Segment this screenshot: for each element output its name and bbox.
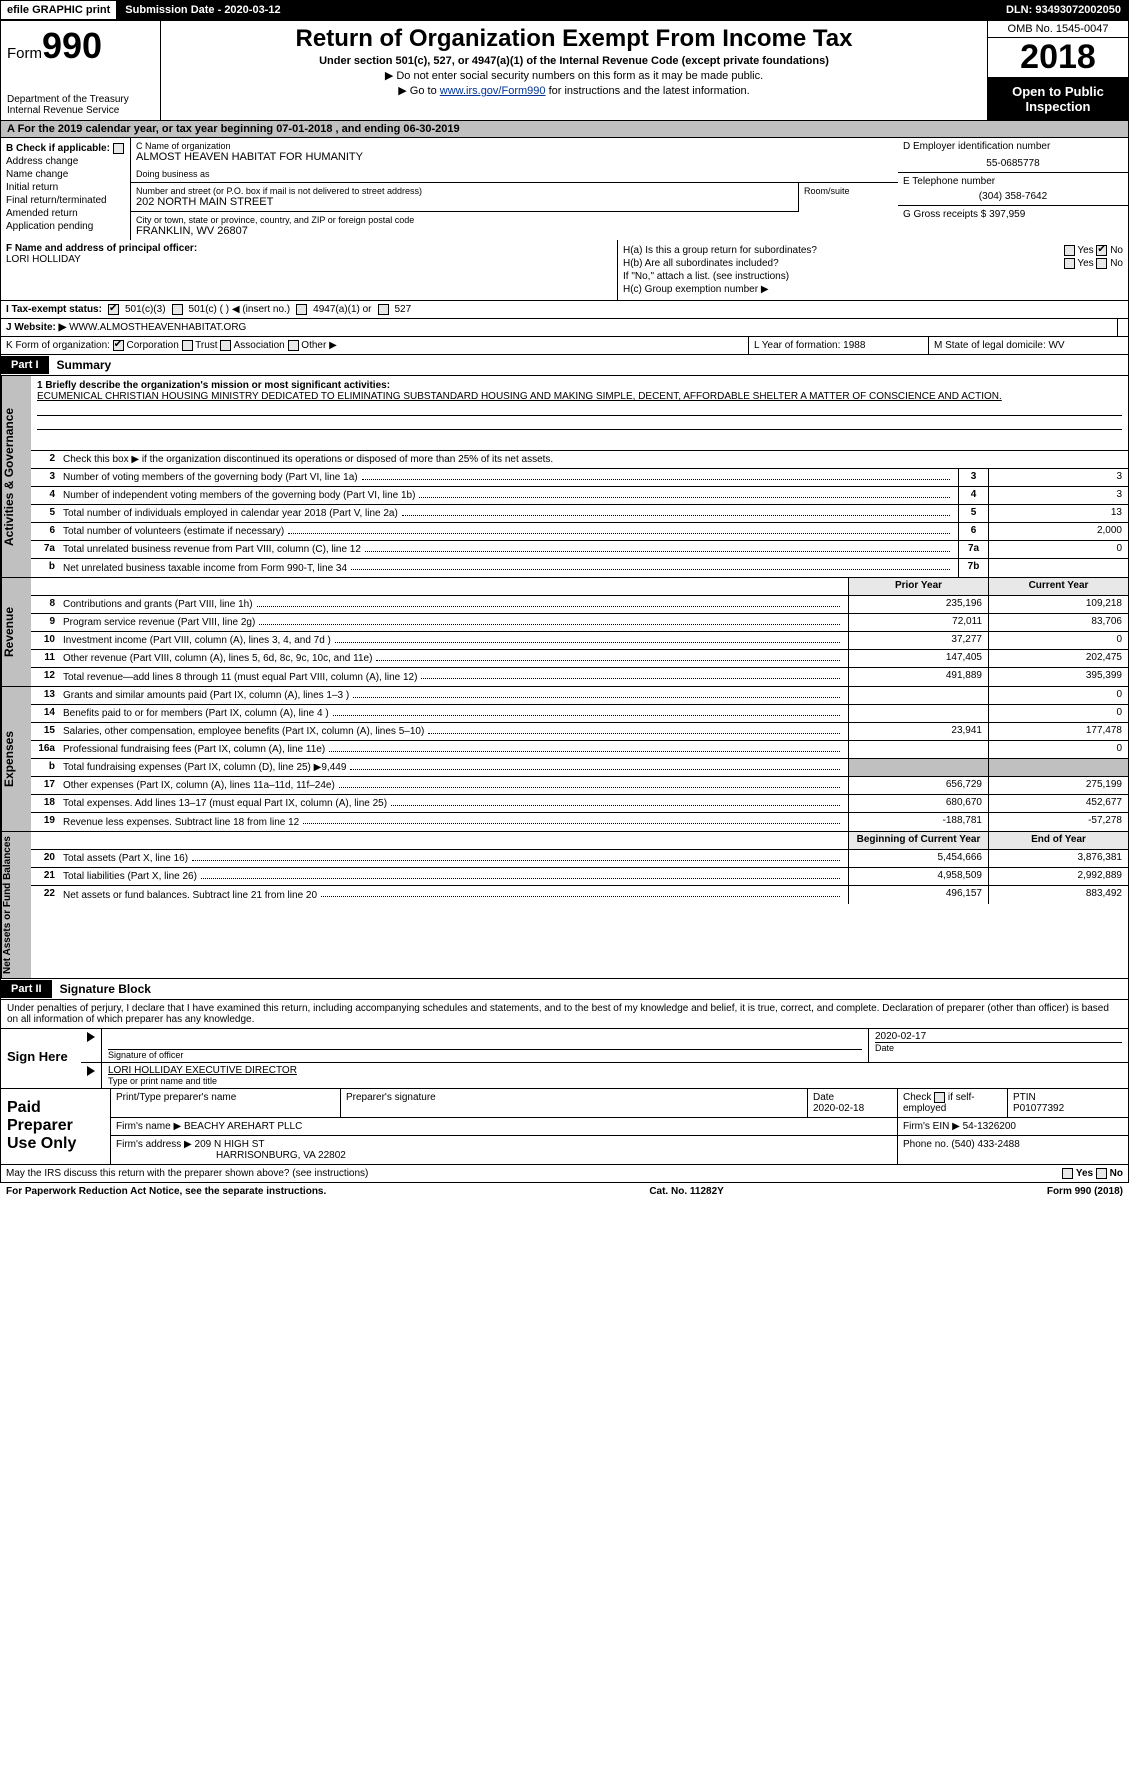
- form-header: Form990 Department of the Treasury Inter…: [0, 20, 1129, 121]
- block-bcdefg: B Check if applicable: Address change Na…: [0, 138, 1129, 240]
- row-i-tax-status: I Tax-exempt status: 501(c)(3) 501(c) ( …: [0, 301, 1129, 319]
- page-footer: For Paperwork Reduction Act Notice, see …: [0, 1183, 1129, 1200]
- table-row: 16aProfessional fundraising fees (Part I…: [31, 741, 1128, 759]
- side-expenses: Expenses: [1, 687, 31, 831]
- col-b-checkboxes: B Check if applicable: Address change Na…: [1, 138, 131, 240]
- table-row: 20Total assets (Part X, line 16)5,454,66…: [31, 850, 1128, 868]
- website: WWW.ALMOSTHEAVENHABITAT.ORG: [69, 322, 246, 333]
- table-row: 19Revenue less expenses. Subtract line 1…: [31, 813, 1128, 831]
- table-row: 6Total number of volunteers (estimate if…: [31, 523, 1128, 541]
- table-row: 9Program service revenue (Part VIII, lin…: [31, 614, 1128, 632]
- officer-name: LORI HOLLIDAY: [6, 254, 612, 265]
- dept-treasury: Department of the Treasury Internal Reve…: [7, 94, 154, 116]
- sign-date: 2020-02-17: [875, 1031, 1122, 1042]
- firm-addr1: 209 N HIGH ST: [195, 1139, 265, 1150]
- form-title: Return of Organization Exempt From Incom…: [165, 25, 983, 53]
- firm-ein: 54-1326200: [963, 1121, 1016, 1132]
- part-i-bar: Part I Summary: [0, 355, 1129, 376]
- activities-governance-section: Activities & Governance 1 Briefly descri…: [0, 376, 1129, 578]
- ein: 55-0685778: [903, 158, 1123, 169]
- firm-addr2: HARRISONBURG, VA 22802: [216, 1150, 346, 1161]
- firm-phone: (540) 433-2488: [951, 1139, 1019, 1150]
- row-a-calendar-year: A For the 2019 calendar year, or tax yea…: [0, 121, 1129, 138]
- table-row: 17Other expenses (Part IX, column (A), l…: [31, 777, 1128, 795]
- submission-date: Submission Date - 2020-03-12: [117, 0, 288, 20]
- table-row: 10Investment income (Part VIII, column (…: [31, 632, 1128, 650]
- col-deg: D Employer identification number 55-0685…: [898, 138, 1128, 240]
- tax-year: 2018: [988, 38, 1128, 78]
- note-ssn: ▶ Do not enter social security numbers o…: [165, 69, 983, 82]
- gross-receipts: G Gross receipts $ 397,959: [903, 209, 1123, 220]
- dln-label: DLN: 93493072002050: [998, 0, 1129, 20]
- side-activities-governance: Activities & Governance: [1, 376, 31, 577]
- expenses-section: Expenses 13Grants and similar amounts pa…: [0, 687, 1129, 832]
- table-row: 21Total liabilities (Part X, line 26)4,9…: [31, 868, 1128, 886]
- table-row: 8Contributions and grants (Part VIII, li…: [31, 596, 1128, 614]
- penalty-statement: Under penalties of perjury, I declare th…: [0, 1000, 1129, 1029]
- top-bar: efile GRAPHIC print Submission Date - 20…: [0, 0, 1129, 20]
- year-formation: L Year of formation: 1988: [748, 337, 928, 354]
- table-row: 11Other revenue (Part VIII, column (A), …: [31, 650, 1128, 668]
- note-link: ▶ Go to www.irs.gov/Form990 for instruct…: [165, 84, 983, 97]
- block-fh: F Name and address of principal officer:…: [0, 240, 1129, 301]
- table-row: 4Number of independent voting members of…: [31, 487, 1128, 505]
- form-subtitle: Under section 501(c), 527, or 4947(a)(1)…: [165, 55, 983, 67]
- arrow-icon: [87, 1032, 95, 1042]
- part-ii-bar: Part II Signature Block: [0, 979, 1129, 1000]
- ptin: P01077392: [1013, 1103, 1064, 1114]
- table-row: 22Net assets or fund balances. Subtract …: [31, 886, 1128, 904]
- paid-preparer-block: Paid Preparer Use Only Print/Type prepar…: [0, 1089, 1129, 1165]
- table-row: 13Grants and similar amounts paid (Part …: [31, 687, 1128, 705]
- prep-date: 2020-02-18: [813, 1103, 864, 1114]
- discuss-row: May the IRS discuss this return with the…: [0, 1165, 1129, 1183]
- row-klm: K Form of organization: Corporation Trus…: [0, 337, 1129, 355]
- table-row: 15Salaries, other compensation, employee…: [31, 723, 1128, 741]
- arrow-icon: [87, 1066, 95, 1076]
- col-c-org-info: C Name of organization ALMOST HEAVEN HAB…: [131, 138, 898, 240]
- open-public-badge: Open to Public Inspection: [988, 78, 1128, 120]
- netassets-section: Net Assets or Fund Balances Beginning of…: [0, 832, 1129, 979]
- table-row: 12Total revenue—add lines 8 through 11 (…: [31, 668, 1128, 686]
- sign-here-block: Sign Here Signature of officer 2020-02-1…: [0, 1029, 1129, 1089]
- efile-label: efile GRAPHIC print: [0, 0, 117, 20]
- state-domicile: M State of legal domicile: WV: [928, 337, 1128, 354]
- mission-text: ECUMENICAL CHRISTIAN HOUSING MINISTRY DE…: [37, 391, 1122, 402]
- row-jk-lm: J Website: ▶ WWW.ALMOSTHEAVENHABITAT.ORG: [0, 319, 1129, 337]
- irs-link[interactable]: www.irs.gov/Form990: [440, 85, 546, 97]
- table-row: 14Benefits paid to or for members (Part …: [31, 705, 1128, 723]
- form-number: Form990: [7, 25, 154, 67]
- revenue-section: Revenue Prior Year Current Year 8Contrib…: [0, 578, 1129, 687]
- prep-firm: BEACHY AREHART PLLC: [184, 1121, 302, 1132]
- table-row: bTotal fundraising expenses (Part IX, co…: [31, 759, 1128, 777]
- table-row: 18Total expenses. Add lines 13–17 (must …: [31, 795, 1128, 813]
- table-row: 5Total number of individuals employed in…: [31, 505, 1128, 523]
- table-row: 3Number of voting members of the governi…: [31, 469, 1128, 487]
- side-revenue: Revenue: [1, 578, 31, 686]
- table-row: bNet unrelated business taxable income f…: [31, 559, 1128, 577]
- city-state-zip: FRANKLIN, WV 26807: [136, 225, 893, 237]
- side-netassets: Net Assets or Fund Balances: [1, 832, 31, 978]
- phone: (304) 358-7642: [903, 191, 1123, 202]
- omb-number: OMB No. 1545-0047: [988, 21, 1128, 38]
- signer-name: LORI HOLLIDAY EXECUTIVE DIRECTOR: [108, 1065, 1122, 1076]
- org-name: ALMOST HEAVEN HABITAT FOR HUMANITY: [136, 151, 893, 163]
- street-address: 202 NORTH MAIN STREET: [136, 196, 793, 208]
- table-row: 7aTotal unrelated business revenue from …: [31, 541, 1128, 559]
